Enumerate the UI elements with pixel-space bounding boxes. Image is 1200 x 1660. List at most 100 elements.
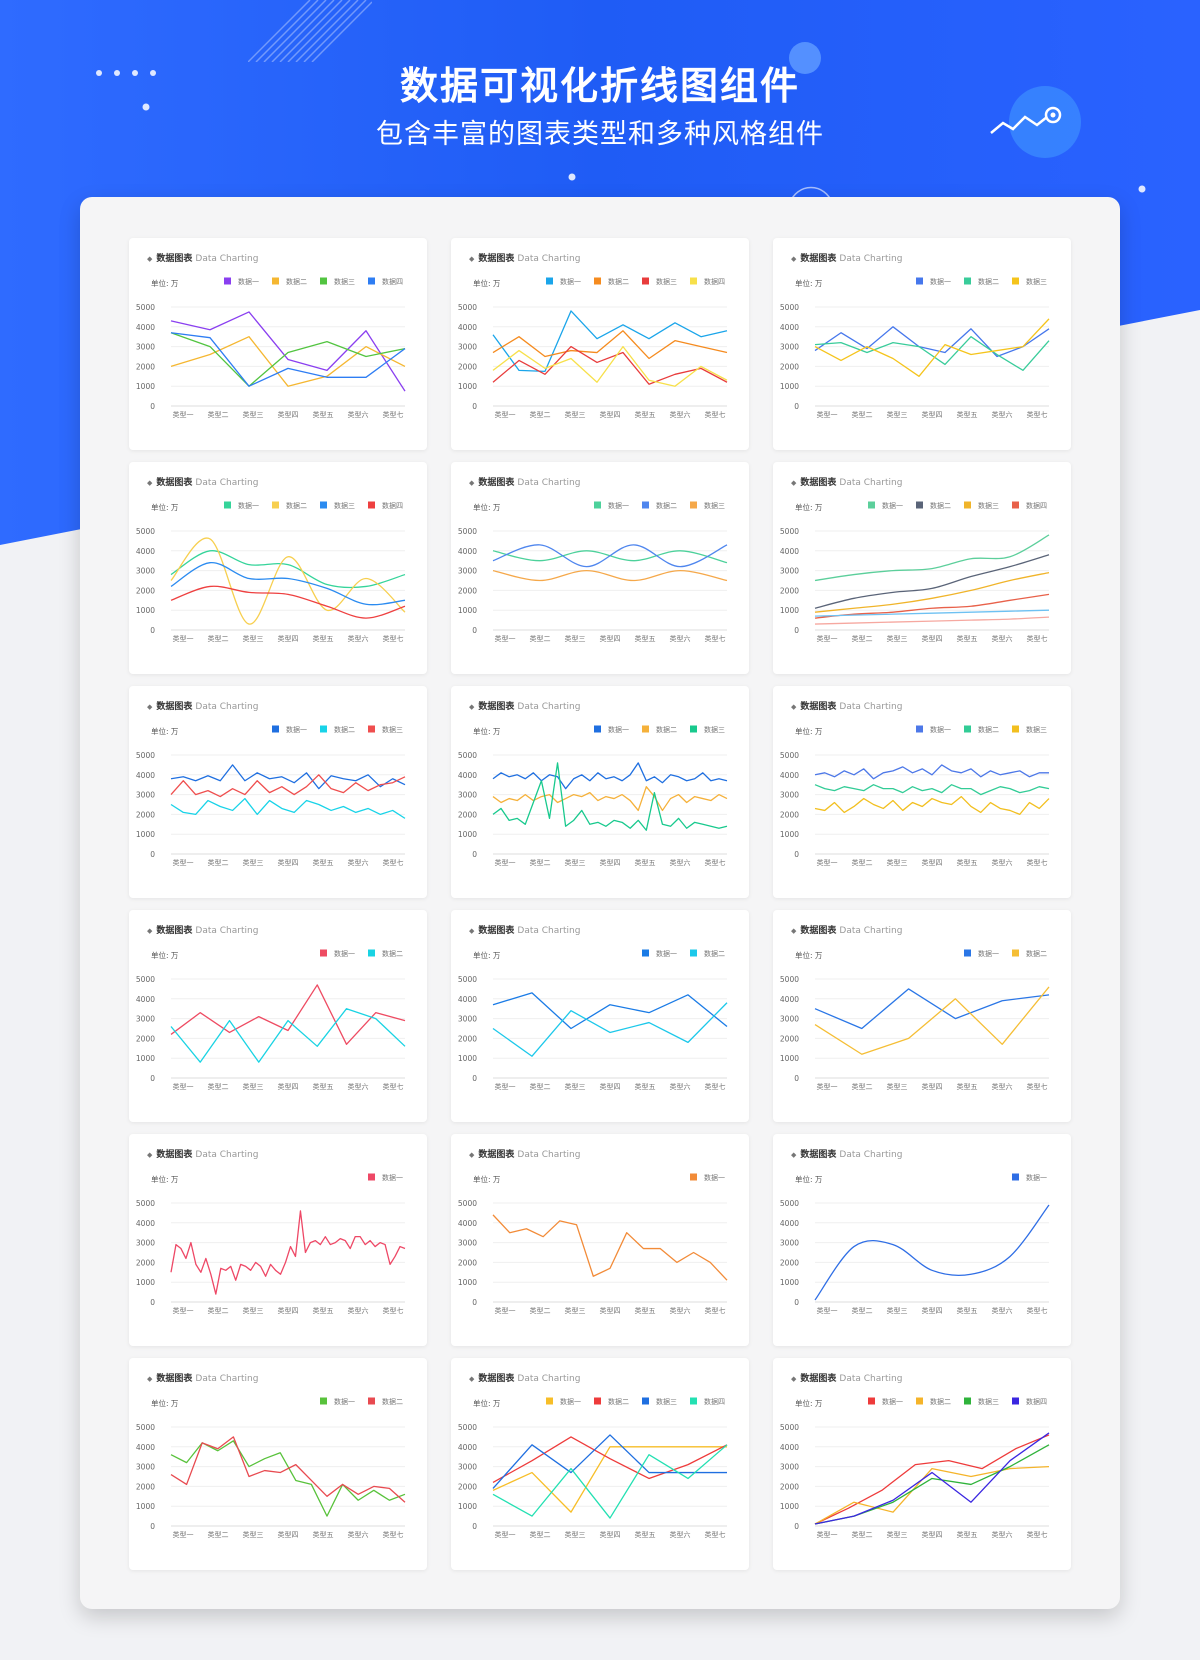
chart-heading: ◆ 数据图表 Data Charting: [469, 1371, 580, 1384]
x-tick-label: 类型二: [852, 858, 873, 867]
x-tick-label: 类型三: [887, 1306, 908, 1315]
line-chart: 单位: 万 0 1000 2000 3000 4000 5000 类型一 类型二 类型三 类型四 类型…: [136, 725, 406, 867]
x-tick-label: 类型七: [705, 1306, 726, 1315]
y-tick-label: 2000: [136, 1482, 155, 1491]
x-tick-label: 类型一: [495, 634, 516, 643]
diamond-icon: ◆: [791, 1151, 797, 1159]
legend-label: 数据四: [382, 277, 403, 286]
series-line: [814, 318, 1050, 377]
legend-label: 数据二: [978, 277, 999, 286]
x-tick-label: 类型五: [635, 634, 656, 643]
line-chart: 单位: 万 0 1000 2000 3000 4000 5000 类型一 类型二 类型三 类型四 类型…: [780, 1173, 1050, 1315]
legend-label: 数据二: [286, 277, 307, 286]
x-tick-label: 类型一: [173, 634, 194, 643]
y-tick-label: 0: [472, 850, 477, 859]
diamond-icon: ◆: [791, 703, 797, 711]
x-tick-label: 类型四: [278, 1082, 299, 1091]
unit-label: 单位: 万: [151, 950, 179, 960]
x-tick-label: 类型四: [922, 1082, 943, 1091]
legend-swatch: [964, 725, 971, 733]
series-line: [492, 1002, 728, 1057]
chart-title: 数据图表: [156, 254, 193, 264]
series-line: [170, 585, 406, 619]
chart-heading: ◆ 数据图表 Data Charting: [147, 923, 258, 936]
legend-swatch: [272, 501, 279, 509]
x-tick-label: 类型六: [992, 1530, 1013, 1539]
y-tick-label: 4000: [458, 547, 477, 556]
chart-heading: ◆ 数据图表 Data Charting: [147, 475, 258, 488]
legend-swatch: [546, 277, 553, 285]
y-tick-label: 3000: [458, 791, 477, 800]
x-tick-label: 类型一: [495, 1082, 516, 1091]
y-tick-label: 5000: [780, 975, 799, 984]
legend-swatch: [916, 725, 923, 733]
series-line: [492, 992, 728, 1030]
x-tick-label: 类型五: [957, 1082, 978, 1091]
legend-swatch: [368, 1397, 375, 1405]
y-tick-label: 5000: [458, 751, 477, 760]
series-line: [170, 1440, 406, 1517]
legend-label: 数据三: [656, 277, 677, 286]
y-tick-label: 1000: [136, 830, 155, 839]
chart-title-en: Data Charting: [517, 478, 581, 488]
x-tick-label: 类型七: [1027, 858, 1048, 867]
x-tick-label: 类型三: [887, 634, 908, 643]
dots-decoration: [96, 70, 156, 111]
x-tick-label: 类型五: [635, 858, 656, 867]
chart-card: ◆ 数据图表 Data Charting 单位: 万 0 1000 2000 3000 4000…: [129, 1134, 427, 1346]
legend-swatch: [964, 277, 971, 285]
x-tick-label: 类型五: [313, 858, 334, 867]
legend-swatch: [1012, 501, 1019, 509]
legend-label: 数据三: [704, 501, 725, 510]
series-line: [492, 1444, 728, 1519]
y-tick-label: 2000: [136, 1258, 155, 1267]
legend-swatch: [320, 949, 327, 957]
unit-label: 单位: 万: [473, 502, 501, 512]
y-tick-label: 5000: [458, 527, 477, 536]
x-tick-label: 类型七: [383, 410, 404, 419]
legend-swatch: [594, 1397, 601, 1405]
y-tick-label: 2000: [458, 362, 477, 371]
page-title: 数据可视化折线图组件: [399, 64, 800, 108]
legend-label: 数据四: [1026, 501, 1047, 510]
y-tick-label: 2000: [458, 810, 477, 819]
x-tick-label: 类型七: [705, 410, 726, 419]
unit-label: 单位: 万: [795, 726, 823, 736]
x-tick-label: 类型二: [208, 410, 229, 419]
legend-label: 数据二: [608, 1397, 629, 1406]
diamond-icon: ◆: [791, 1375, 797, 1383]
chart-heading: ◆ 数据图表 Data Charting: [147, 699, 258, 712]
diamond-icon: ◆: [791, 255, 797, 263]
x-tick-label: 类型二: [530, 634, 551, 643]
y-tick-label: 2000: [136, 586, 155, 595]
legend-swatch: [690, 1173, 697, 1181]
line-chart: 单位: 万 0 1000 2000 3000 4000 5000 类型一 类型二 类型三 类型四 类型…: [780, 725, 1050, 867]
chart-title: 数据图表: [156, 702, 193, 712]
x-tick-label: 类型一: [173, 1082, 194, 1091]
y-tick-label: 5000: [458, 303, 477, 312]
legend-label: 数据二: [704, 949, 725, 958]
y-tick-label: 4000: [780, 771, 799, 780]
chart-card: ◆ 数据图表 Data Charting 单位: 万 0 1000 2000 3000 4000…: [773, 686, 1071, 898]
series-line: [170, 984, 406, 1045]
y-tick-label: 5000: [780, 527, 799, 536]
x-tick-label: 类型五: [957, 634, 978, 643]
legend-label: 数据二: [930, 1397, 951, 1406]
y-tick-label: 3000: [458, 567, 477, 576]
chart-title: 数据图表: [156, 926, 193, 936]
line-chart: 单位: 万 0 1000 2000 3000 4000 5000 类型一 类型二 类型三 类型四 类型…: [136, 1173, 406, 1315]
y-tick-label: 3000: [458, 1239, 477, 1248]
y-tick-label: 0: [794, 1298, 799, 1307]
diamond-icon: ◆: [469, 703, 475, 711]
x-tick-label: 类型三: [887, 410, 908, 419]
x-tick-label: 类型三: [565, 1082, 586, 1091]
y-tick-label: 0: [150, 1298, 155, 1307]
y-tick-label: 3000: [780, 343, 799, 352]
y-tick-label: 3000: [458, 1015, 477, 1024]
y-tick-label: 1000: [136, 382, 155, 391]
x-tick-label: 类型一: [495, 1530, 516, 1539]
series-line: [492, 762, 728, 790]
x-tick-label: 类型七: [705, 858, 726, 867]
series-line: [492, 1446, 727, 1513]
x-tick-label: 类型二: [852, 634, 873, 643]
